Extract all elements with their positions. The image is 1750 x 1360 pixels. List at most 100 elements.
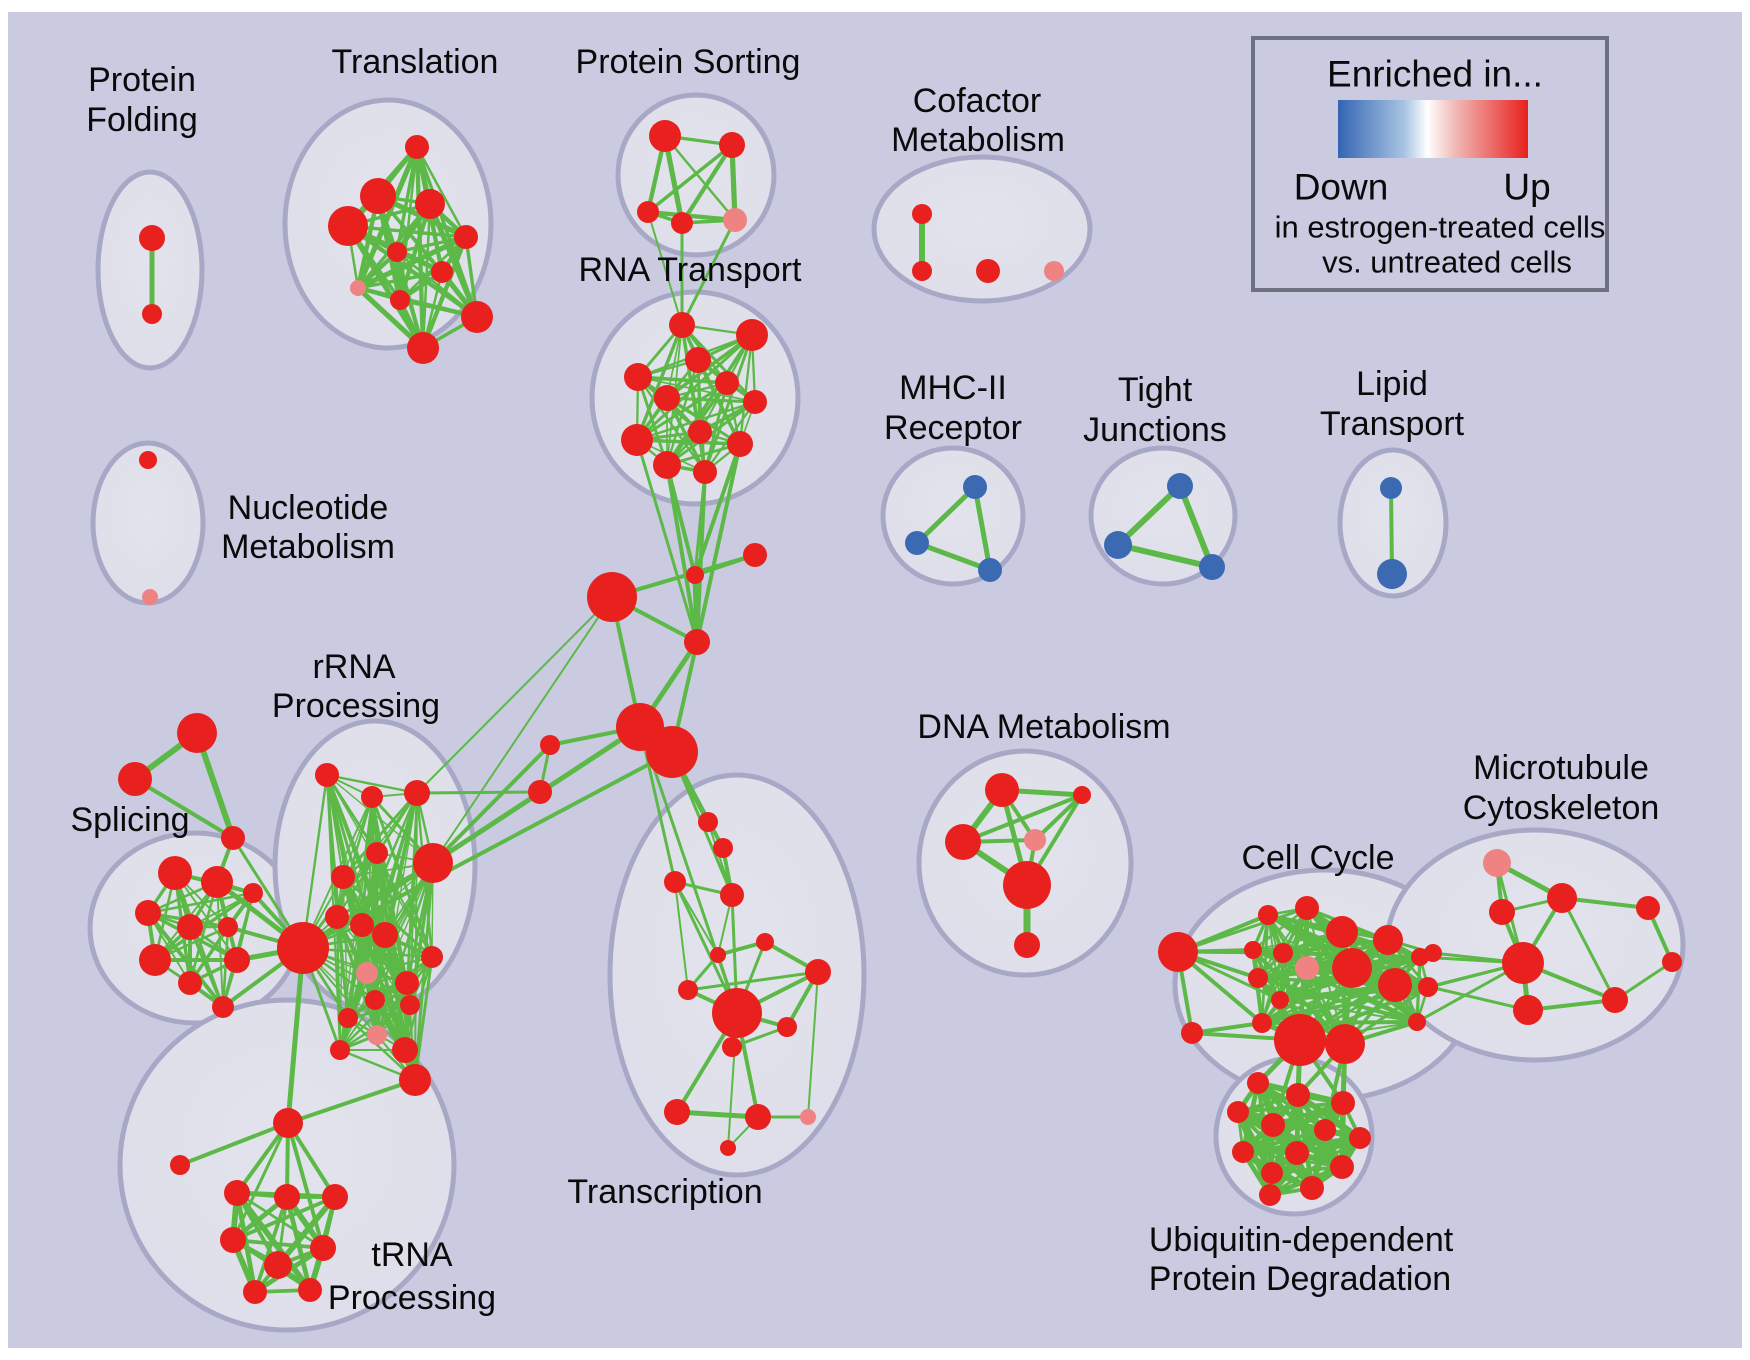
trna-node-3[interactable] xyxy=(220,1227,246,1253)
protein_folding-node-1[interactable] xyxy=(142,304,162,324)
rna_transport-node-7[interactable] xyxy=(621,424,653,456)
splicing-node-6[interactable] xyxy=(178,971,202,995)
rrna-node-2[interactable] xyxy=(404,780,430,806)
ubiquitin-node-4[interactable] xyxy=(1261,1113,1285,1137)
protein_sorting-node-1[interactable] xyxy=(719,132,745,158)
microtubule-node-3[interactable] xyxy=(1424,944,1442,962)
chain-node-6[interactable] xyxy=(540,735,560,755)
chain-node-14[interactable] xyxy=(1181,1022,1203,1044)
splicing-node-5[interactable] xyxy=(139,944,171,976)
transcription-node-13[interactable] xyxy=(800,1109,816,1125)
ubiquitin-node-1[interactable] xyxy=(1286,1083,1310,1107)
cofactor-node-3[interactable] xyxy=(1044,261,1064,281)
chain-node-5[interactable] xyxy=(646,726,698,778)
dna-node-1[interactable] xyxy=(1073,786,1091,804)
ubiquitin-node-11[interactable] xyxy=(1300,1176,1324,1200)
rrna-node-12[interactable] xyxy=(365,990,385,1010)
microtubule-node-7[interactable] xyxy=(1513,995,1543,1025)
cell_cycle-node-7[interactable] xyxy=(1332,948,1372,988)
cell_cycle-node-16[interactable] xyxy=(1408,1013,1426,1031)
transcription-node-0[interactable] xyxy=(698,812,718,832)
rna_transport-node-3[interactable] xyxy=(685,347,711,373)
translation-node-9[interactable] xyxy=(461,301,493,333)
rrna-node-14[interactable] xyxy=(367,1025,387,1045)
rna_transport-node-8[interactable] xyxy=(653,451,681,479)
chain-node-8[interactable] xyxy=(177,713,217,753)
trna-node-2[interactable] xyxy=(322,1184,348,1210)
rrna-node-18[interactable] xyxy=(392,1037,418,1063)
splicing-node-4[interactable] xyxy=(218,917,238,937)
rrna-node-11[interactable] xyxy=(395,971,419,995)
microtubule-node-0[interactable] xyxy=(1483,849,1511,877)
rna_transport-node-4[interactable] xyxy=(654,385,680,411)
chain-node-0[interactable] xyxy=(686,566,704,584)
cell_cycle-node-8[interactable] xyxy=(1271,991,1289,1009)
microtubule-node-2[interactable] xyxy=(1489,899,1515,925)
splicing-node-3[interactable] xyxy=(177,914,203,940)
chain-node-7[interactable] xyxy=(528,780,552,804)
microtubule-node-8[interactable] xyxy=(1636,896,1660,920)
rrna-node-6[interactable] xyxy=(277,922,329,974)
translation-node-7[interactable] xyxy=(350,280,366,296)
rrna-node-15[interactable] xyxy=(400,995,420,1015)
translation-node-2[interactable] xyxy=(415,189,445,219)
translation-node-5[interactable] xyxy=(387,242,407,262)
cell_cycle-node-4[interactable] xyxy=(1295,956,1319,980)
transcription-node-7[interactable] xyxy=(805,959,831,985)
cell_cycle-node-2[interactable] xyxy=(1244,941,1262,959)
transcription-node-4[interactable] xyxy=(756,933,774,951)
chain-node-3[interactable] xyxy=(743,543,767,567)
rrna-node-17[interactable] xyxy=(330,1040,350,1060)
microtubule-node-9[interactable] xyxy=(1662,952,1682,972)
trna-node-7[interactable] xyxy=(298,1278,322,1302)
dna-node-0[interactable] xyxy=(985,773,1019,807)
cell_cycle-node-13[interactable] xyxy=(1325,1024,1365,1064)
protein_sorting-node-3[interactable] xyxy=(671,212,693,234)
rna_transport-node-6[interactable] xyxy=(743,390,767,414)
chain-node-11[interactable] xyxy=(273,1108,303,1138)
rrna-node-0[interactable] xyxy=(315,763,339,787)
translation-node-4[interactable] xyxy=(454,225,478,249)
cofactor-node-2[interactable] xyxy=(976,259,1000,283)
cell_cycle-node-0[interactable] xyxy=(1258,905,1278,925)
tight-node-0[interactable] xyxy=(1167,473,1193,499)
transcription-node-8[interactable] xyxy=(712,988,762,1038)
rrna-node-19[interactable] xyxy=(399,1064,431,1096)
cell_cycle-node-12[interactable] xyxy=(1274,1014,1326,1066)
trna-node-6[interactable] xyxy=(243,1280,267,1304)
rrna-node-9[interactable] xyxy=(372,922,398,948)
rna_transport-node-11[interactable] xyxy=(693,460,717,484)
chain-node-1[interactable] xyxy=(587,572,637,622)
cell_cycle-node-9[interactable] xyxy=(1252,1013,1272,1033)
microtubule-node-6[interactable] xyxy=(1602,987,1628,1013)
tight-node-1[interactable] xyxy=(1104,531,1132,559)
rrna-node-8[interactable] xyxy=(350,913,374,937)
mhc2-node-0[interactable] xyxy=(963,475,987,499)
dna-node-3[interactable] xyxy=(1024,829,1046,851)
splicing-node-2[interactable] xyxy=(135,900,161,926)
protein_sorting-node-0[interactable] xyxy=(649,120,681,152)
ubiquitin-node-5[interactable] xyxy=(1314,1119,1336,1141)
rna_transport-node-9[interactable] xyxy=(688,420,712,444)
microtubule-node-4[interactable] xyxy=(1502,942,1544,984)
ubiquitin-node-3[interactable] xyxy=(1331,1091,1355,1115)
lipid-node-0[interactable] xyxy=(1380,477,1402,499)
cell_cycle-node-3[interactable] xyxy=(1273,943,1293,963)
trna-node-0[interactable] xyxy=(224,1180,250,1206)
protein_folding-node-0[interactable] xyxy=(139,225,165,251)
translation-node-8[interactable] xyxy=(390,290,410,310)
nucleotide-node-1[interactable] xyxy=(142,589,158,605)
rrna-node-7[interactable] xyxy=(325,905,349,929)
translation-node-10[interactable] xyxy=(407,332,439,364)
splicing-node-1[interactable] xyxy=(201,866,233,898)
transcription-node-2[interactable] xyxy=(664,871,686,893)
translation-node-0[interactable] xyxy=(405,135,429,159)
transcription-node-14[interactable] xyxy=(720,1140,736,1156)
transcription-node-11[interactable] xyxy=(664,1099,690,1125)
ubiquitin-node-6[interactable] xyxy=(1232,1141,1254,1163)
cofactor-node-0[interactable] xyxy=(912,204,932,224)
protein_sorting-node-4[interactable] xyxy=(723,208,747,232)
splicing-node-7[interactable] xyxy=(243,883,263,903)
nucleotide-node-0[interactable] xyxy=(139,451,157,469)
transcription-node-10[interactable] xyxy=(722,1037,742,1057)
